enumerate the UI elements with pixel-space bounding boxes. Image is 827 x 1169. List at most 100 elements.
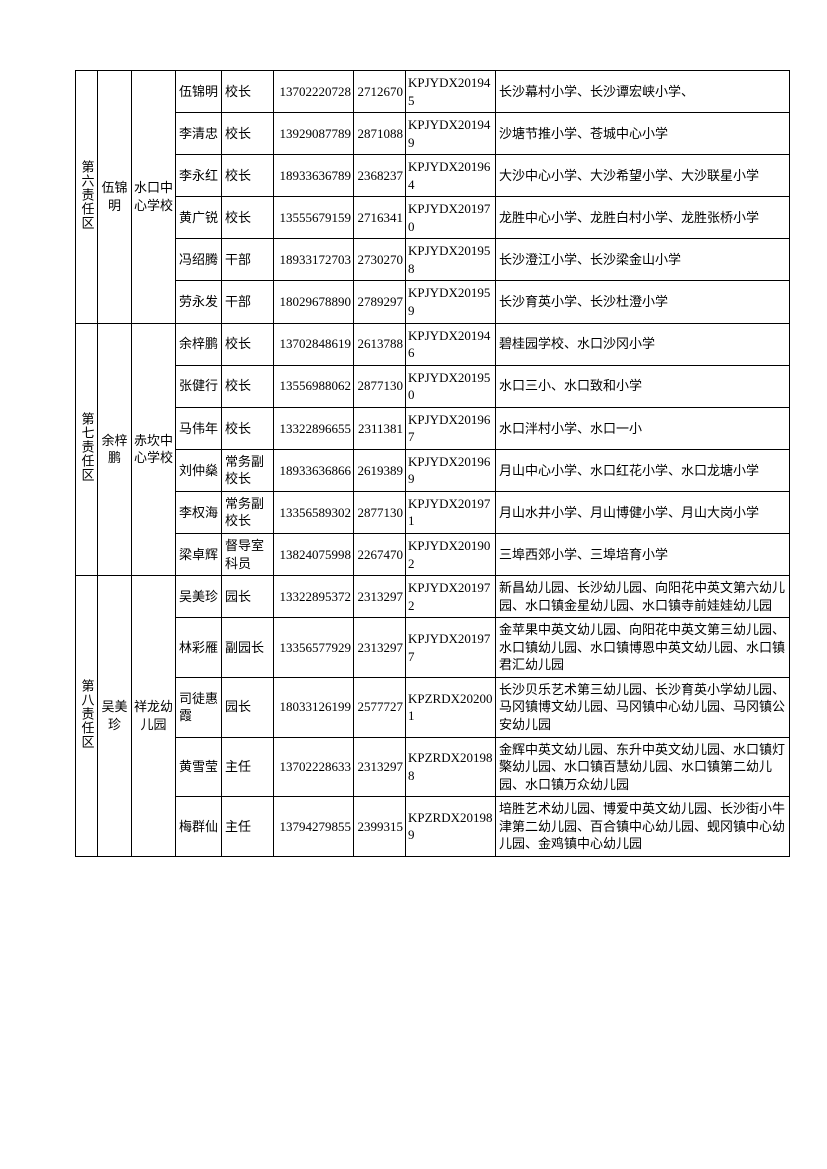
table-row: 李清忠校长139290877892871088KPJYDX201949沙塘节推小… [76,113,790,155]
num-cell: 2313297 [354,576,406,618]
num-cell: 2730270 [354,239,406,281]
phone-cell: 13555679159 [274,197,354,239]
zone-label: 第八责任区 [78,679,96,749]
code-cell: KPJYDX201959 [406,281,496,323]
note-cell: 长沙贝乐艺术第三幼儿园、长沙育英小学幼儿园、马冈镇博文幼儿园、马冈镇中心幼儿园、… [496,677,790,737]
code-cell: KPJYDX201967 [406,407,496,449]
school-cell: 赤坎中心学校 [132,323,176,576]
school-cell: 祥龙幼儿园 [132,576,176,857]
table-row: 梁卓辉督导室科员138240759982267470KPJYDX201902三埠… [76,534,790,576]
num-cell: 2267470 [354,534,406,576]
code-cell: KPJYDX201902 [406,534,496,576]
table-row: 马伟年校长133228966552311381KPJYDX201967水口泮村小… [76,407,790,449]
responsibility-table: 第六责任区伍锦明水口中心学校伍锦明校长137022207282712670KPJ… [75,70,790,857]
table-row: 李永红校长189336367892368237KPJYDX201964大沙中心小… [76,155,790,197]
name-cell: 李永红 [176,155,222,197]
phone-cell: 18933172703 [274,239,354,281]
name-cell: 李权海 [176,491,222,533]
code-cell: KPJYDX201958 [406,239,496,281]
zone-cell: 第八责任区 [76,576,98,857]
phone-cell: 13702228633 [274,737,354,797]
phone-cell: 13356577929 [274,618,354,678]
name-cell: 余梓鹏 [176,323,222,365]
phone-cell: 13322896655 [274,407,354,449]
phone-cell: 18933636866 [274,449,354,491]
note-cell: 沙塘节推小学、苍城中心小学 [496,113,790,155]
table-row: 黄雪莹主任137022286332313297KPZRDX201988金辉中英文… [76,737,790,797]
name-cell: 黄广锐 [176,197,222,239]
role-cell: 干部 [222,281,274,323]
role-cell: 校长 [222,365,274,407]
role-cell: 校长 [222,155,274,197]
table-row: 刘仲燊常务副校长189336368662619389KPJYDX201969月山… [76,449,790,491]
table-row: 李权海常务副校长133565893022877130KPJYDX201971月山… [76,491,790,533]
leader-cell: 吴美珍 [98,576,132,857]
phone-cell: 18933636789 [274,155,354,197]
name-cell: 马伟年 [176,407,222,449]
num-cell: 2311381 [354,407,406,449]
role-cell: 校长 [222,323,274,365]
name-cell: 李清忠 [176,113,222,155]
code-cell: KPZRDX201988 [406,737,496,797]
name-cell: 冯绍腾 [176,239,222,281]
note-cell: 培胜艺术幼儿园、博爱中英文幼儿园、长沙街小牛津第二幼儿园、百合镇中心幼儿园、蚬冈… [496,797,790,857]
table-row: 第六责任区伍锦明水口中心学校伍锦明校长137022207282712670KPJ… [76,71,790,113]
role-cell: 常务副校长 [222,449,274,491]
role-cell: 园长 [222,576,274,618]
code-cell: KPJYDX201972 [406,576,496,618]
name-cell: 刘仲燊 [176,449,222,491]
note-cell: 金辉中英文幼儿园、东升中英文幼儿园、水口镇灯檠幼儿园、水口镇百慧幼儿园、水口镇第… [496,737,790,797]
code-cell: KPJYDX201946 [406,323,496,365]
document-page: 第六责任区伍锦明水口中心学校伍锦明校长137022207282712670KPJ… [0,0,827,927]
table-row: 第七责任区余梓鹏赤坎中心学校余梓鹏校长137028486192613788KPJ… [76,323,790,365]
name-cell: 黄雪莹 [176,737,222,797]
phone-cell: 13556988062 [274,365,354,407]
num-cell: 2877130 [354,365,406,407]
code-cell: KPJYDX201970 [406,197,496,239]
code-cell: KPJYDX201949 [406,113,496,155]
code-cell: KPJYDX201945 [406,71,496,113]
zone-cell: 第七责任区 [76,323,98,576]
leader-cell: 余梓鹏 [98,323,132,576]
table-row: 梅群仙主任137942798552399315KPZRDX201989培胜艺术幼… [76,797,790,857]
phone-cell: 13794279855 [274,797,354,857]
code-cell: KPJYDX201969 [406,449,496,491]
role-cell: 副园长 [222,618,274,678]
code-cell: KPZRDX202001 [406,677,496,737]
phone-cell: 18033126199 [274,677,354,737]
note-cell: 月山中心小学、水口红花小学、水口龙塘小学 [496,449,790,491]
zone-label: 第六责任区 [78,160,96,230]
num-cell: 2313297 [354,618,406,678]
table-row: 司徒惠霞园长180331261992577727KPZRDX202001长沙贝乐… [76,677,790,737]
num-cell: 2399315 [354,797,406,857]
role-cell: 常务副校长 [222,491,274,533]
table-row: 黄广锐校长135556791592716341KPJYDX201970龙胜中心小… [76,197,790,239]
table-row: 张健行校长135569880622877130KPJYDX201950水口三小、… [76,365,790,407]
zone-label: 第七责任区 [78,412,96,482]
role-cell: 主任 [222,797,274,857]
name-cell: 司徒惠霞 [176,677,222,737]
role-cell: 校长 [222,71,274,113]
note-cell: 长沙幕村小学、长沙谭宏峡小学、 [496,71,790,113]
leader-cell: 伍锦明 [98,71,132,324]
num-cell: 2871088 [354,113,406,155]
note-cell: 长沙澄江小学、长沙梁金山小学 [496,239,790,281]
role-cell: 园长 [222,677,274,737]
num-cell: 2877130 [354,491,406,533]
name-cell: 吴美珍 [176,576,222,618]
name-cell: 张健行 [176,365,222,407]
num-cell: 2716341 [354,197,406,239]
note-cell: 碧桂园学校、水口沙冈小学 [496,323,790,365]
name-cell: 梁卓辉 [176,534,222,576]
phone-cell: 13929087789 [274,113,354,155]
role-cell: 督导室科员 [222,534,274,576]
school-cell: 水口中心学校 [132,71,176,324]
code-cell: KPZRDX201989 [406,797,496,857]
phone-cell: 18029678890 [274,281,354,323]
note-cell: 三埠西郊小学、三埠培育小学 [496,534,790,576]
note-cell: 水口三小、水口致和小学 [496,365,790,407]
num-cell: 2577727 [354,677,406,737]
note-cell: 长沙育英小学、长沙杜澄小学 [496,281,790,323]
num-cell: 2368237 [354,155,406,197]
role-cell: 校长 [222,407,274,449]
